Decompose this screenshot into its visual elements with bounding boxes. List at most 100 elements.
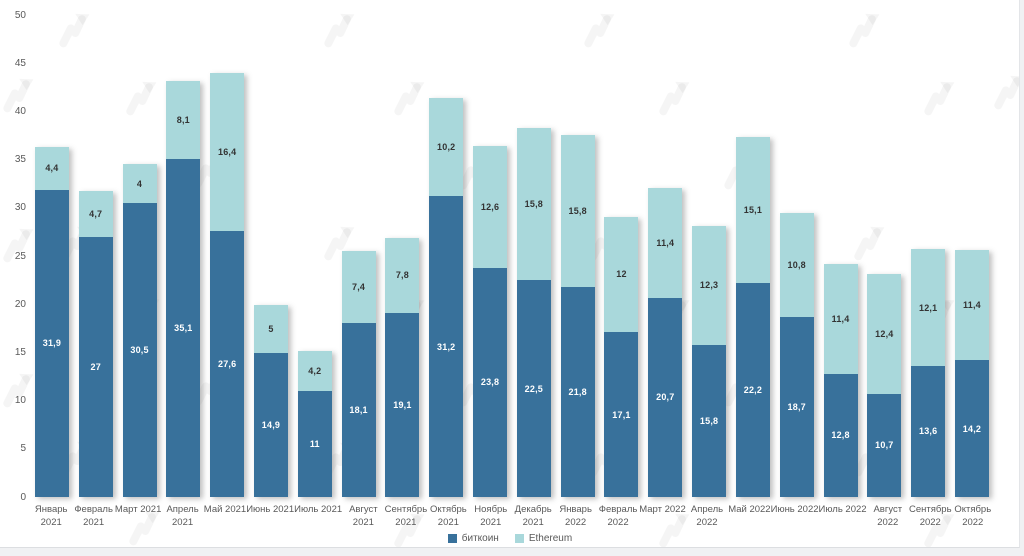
y-axis-tick-label: 25 [14, 250, 26, 262]
ethereum-value-label: 12 [616, 269, 627, 280]
x-axis-label: Апрель 2022 [686, 503, 728, 531]
ethereum-segment: 4,2 [297, 350, 332, 391]
bitcoin-segment: 31,9 [34, 189, 69, 497]
bar-slot: 10,2 31,2 [424, 0, 468, 497]
bitcoin-value-label: 14,9 [261, 420, 281, 431]
bar-slot: 12 17,1 [600, 0, 644, 497]
bitcoin-value-label: 21,8 [568, 386, 587, 397]
stacked-bar: 15,8 21,8 [560, 134, 595, 497]
y-axis-tick-label: 50 [14, 9, 26, 21]
x-axis-label-line: Сентябрь [384, 504, 428, 515]
x-axis-label: Август 2021 [342, 503, 384, 531]
bitcoin-segment: 21,8 [560, 286, 595, 497]
bitcoin-value-label: 27 [90, 361, 101, 372]
x-axis-label: Октябрь 2021 [427, 503, 469, 531]
bitcoin-value-label: 13,6 [918, 426, 938, 437]
x-axis-label: Февраль 2022 [597, 503, 639, 531]
x-axis-label-line: Сентябрь [908, 504, 952, 515]
y-axis-tick-label: 35 [14, 154, 26, 166]
stacked-bar: 4,7 27 [78, 191, 113, 497]
x-axis-label-line: Апрель [690, 504, 724, 515]
x-axis-label: Февраль 2021 [72, 503, 114, 531]
x-axis-label-line: 2021 [395, 517, 417, 528]
bitcoin-value-label: 30,5 [130, 345, 149, 355]
bar-slot: 16,4 27,6 [205, 0, 249, 497]
stacked-bar: 15,1 22,2 [735, 137, 770, 497]
ethereum-value-label: 5 [268, 324, 274, 335]
ethereum-segment: 12,4 [867, 274, 902, 394]
ethereum-value-label: 11,4 [656, 237, 675, 248]
ethereum-segment: 12,3 [692, 226, 727, 345]
bar-slot: 15,1 22,2 [731, 0, 775, 497]
ethereum-value-label: 4,2 [308, 365, 322, 376]
x-axis-label-line: Декабрь [514, 504, 552, 515]
x-axis-label-line: Июль 2021 [294, 504, 343, 515]
x-axis-label: Декабрь 2021 [512, 503, 554, 531]
legend-swatch-icon [514, 534, 524, 543]
legend: биткоин Ethereum [0, 533, 1020, 544]
ethereum-value-label: 12,4 [875, 329, 894, 340]
ethereum-segment: 4 [122, 164, 157, 203]
x-axis: Январь 2021 Февраль 2021 Март 2021 Апрель 2021… [30, 503, 994, 531]
ethereum-value-label: 15,1 [743, 205, 763, 216]
bitcoin-value-label: 10,7 [875, 440, 894, 451]
bitcoin-segment: 27,6 [210, 230, 245, 497]
x-axis-label-line: Ноябрь [474, 504, 508, 515]
bitcoin-segment: 31,2 [429, 196, 464, 497]
bar-slot: 15,8 21,8 [556, 0, 600, 497]
stacked-bar: 12,6 23,8 [473, 146, 508, 497]
legend-item: Ethereum [514, 533, 572, 544]
bar-slot: 7,4 18,1 [337, 0, 381, 497]
bar-slot: 15,8 22,5 [512, 0, 556, 497]
bar-slot: 11,4 12,8 [819, 0, 863, 497]
x-axis-label-line: Февраль [74, 504, 113, 515]
stacked-bar: 8,1 35,1 [166, 80, 201, 497]
ethereum-value-label: 15,8 [524, 198, 543, 209]
stacked-bar: 11,4 20,7 [648, 187, 683, 497]
bitcoin-segment: 23,8 [473, 267, 508, 497]
bitcoin-value-label: 18,7 [787, 401, 806, 412]
ethereum-value-label: 4,7 [89, 209, 103, 220]
x-axis-label: Март 2021 [115, 503, 162, 531]
y-axis-tick-label: 45 [14, 57, 26, 69]
x-axis-label-line: 2021 [172, 517, 194, 528]
legend-item: биткоин [447, 533, 499, 544]
stacked-bar: 7,4 18,1 [341, 251, 376, 497]
ethereum-value-label: 10,2 [437, 142, 456, 153]
ethereum-value-label: 7,8 [395, 270, 409, 281]
x-axis-label-line: Август [349, 504, 378, 515]
x-axis-label-line: Октябрь [429, 504, 467, 515]
bitcoin-segment: 18,1 [341, 322, 376, 497]
y-axis-tick-label: 5 [20, 443, 26, 455]
ethereum-value-label: 12,1 [918, 302, 938, 313]
bitcoin-value-label: 31,9 [42, 338, 62, 349]
x-axis-label-line: 2021 [522, 517, 544, 528]
bitcoin-segment: 14,2 [954, 360, 989, 497]
x-axis-label-line: 2022 [696, 517, 718, 528]
bitcoin-segment: 35,1 [166, 158, 201, 497]
x-axis-label-line: 2021 [352, 517, 374, 528]
ethereum-segment: 4,7 [78, 191, 113, 237]
ethereum-segment: 10,8 [779, 212, 814, 317]
bitcoin-segment: 14,9 [253, 353, 288, 497]
bitcoin-segment: 13,6 [911, 365, 946, 497]
x-axis-label: Октябрь 2022 [952, 503, 994, 531]
bitcoin-value-label: 20,7 [656, 392, 675, 403]
x-axis-label-line: 2021 [437, 517, 459, 528]
bitcoin-value-label: 18,1 [349, 404, 368, 415]
ethereum-segment: 11,4 [823, 263, 858, 374]
stacked-bar: 11,4 14,2 [954, 250, 989, 497]
y-axis-tick-label: 10 [14, 395, 26, 407]
ethereum-segment: 11,4 [954, 250, 989, 361]
bitcoin-value-label: 17,1 [612, 409, 631, 420]
bitcoin-value-label: 22,5 [524, 383, 543, 394]
bar-slot: 4,4 31,9 [30, 0, 74, 497]
bar-slot: 8,1 35,1 [161, 0, 205, 497]
bitcoin-value-label: 19,1 [393, 399, 412, 410]
ethereum-segment: 8,1 [166, 80, 201, 159]
bitcoin-value-label: 27,6 [217, 358, 237, 369]
x-axis-label: Май 2021 [204, 503, 246, 531]
y-axis-tick-label: 30 [14, 202, 26, 214]
x-axis-label: Июнь 2021 [246, 503, 294, 531]
